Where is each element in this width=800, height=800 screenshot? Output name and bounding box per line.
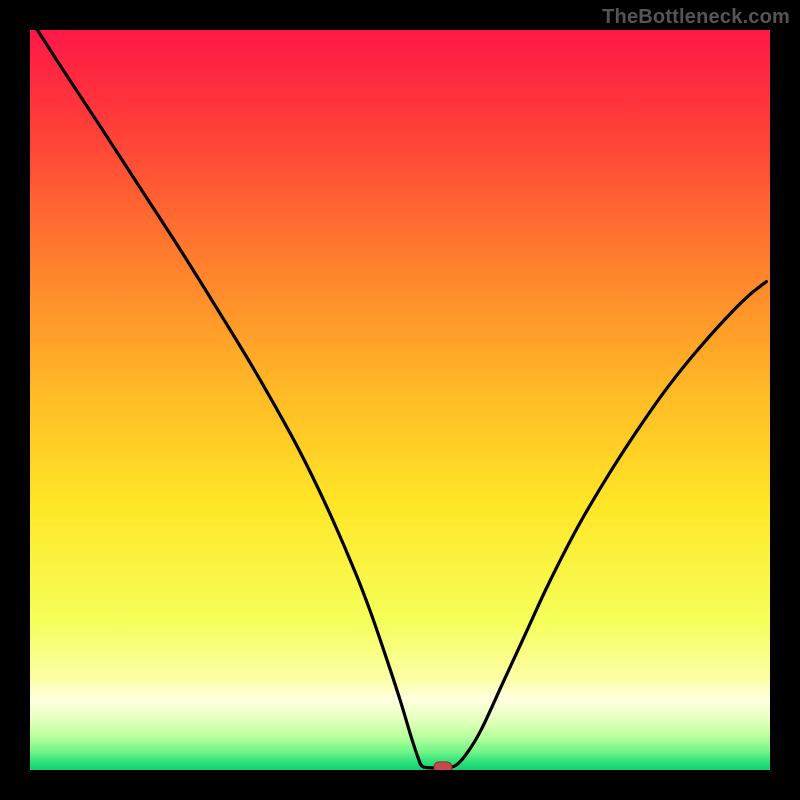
chart-stage: TheBottleneck.com	[0, 0, 800, 800]
watermark-text: TheBottleneck.com	[602, 6, 790, 29]
optimal-point-marker	[434, 762, 452, 770]
chart-svg	[30, 30, 770, 770]
chart-plot-area	[30, 30, 770, 770]
